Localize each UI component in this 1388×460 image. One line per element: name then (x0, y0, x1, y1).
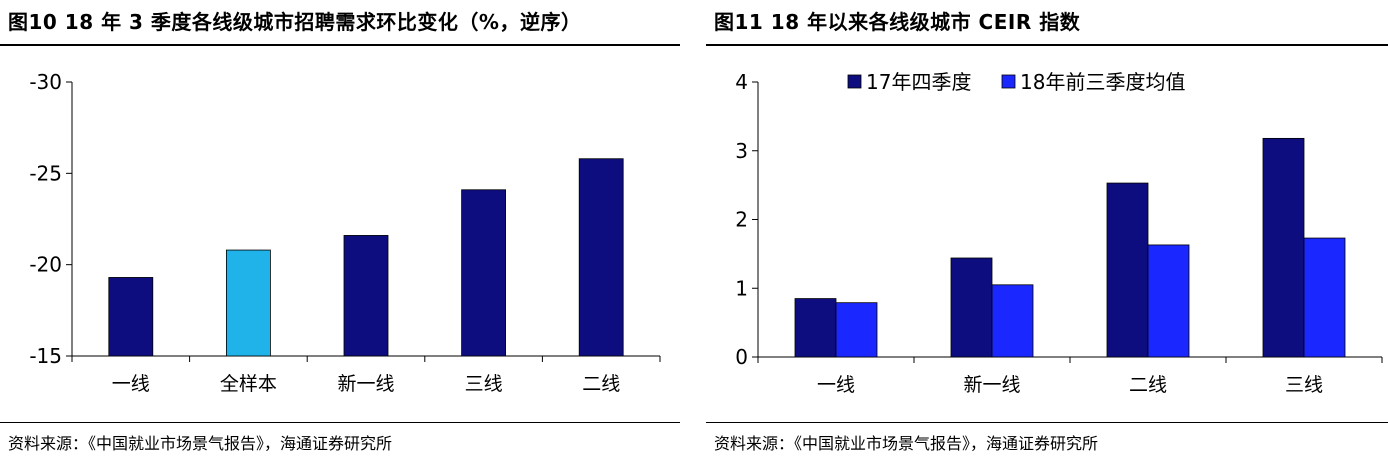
y-tick-label: 2 (735, 208, 748, 232)
legend-swatch (847, 74, 862, 89)
bar (108, 277, 154, 357)
bar (1106, 182, 1149, 358)
source-rule (706, 422, 1388, 423)
legend-label: 17年四季度 (866, 70, 971, 94)
source-note: 资料来源：《中国就业市场景气报告》，海通证券研究所 (8, 434, 393, 453)
y-tick-label: 3 (735, 139, 748, 163)
x-tick-label: 一线 (817, 374, 855, 396)
chart-title: 图11 18 年以来各线级城市 CEIR 指数 (714, 10, 1081, 34)
x-tick-label: 一线 (112, 373, 150, 395)
bar (461, 189, 507, 357)
chart-right-svg: 0 1 2 3 4 一线 新一线 二线 三线 17年四季度 18年前三季度均值 (735, 70, 1383, 396)
bar (835, 302, 878, 358)
y-tick-label: -30 (29, 70, 62, 94)
bar (794, 298, 837, 358)
y-tick-label: 4 (735, 70, 748, 94)
x-tick-label: 新一线 (337, 373, 394, 395)
bar (991, 284, 1034, 358)
y-tick-label: -15 (29, 344, 62, 368)
x-tick-label: 二线 (582, 373, 620, 395)
title-rule (0, 44, 680, 46)
bar (225, 249, 271, 357)
bar (1303, 237, 1346, 358)
title-rule (706, 44, 1388, 46)
y-tick-label: 0 (735, 345, 748, 369)
source-rule (0, 422, 680, 423)
bar (1262, 137, 1305, 358)
y-tick-label: -25 (29, 161, 62, 185)
legend-label: 18年前三季度均值 (1020, 70, 1185, 94)
bar (950, 257, 993, 358)
source-note: 资料来源：《中国就业市场景气报告》，海通证券研究所 (714, 434, 1099, 453)
legend-swatch (1001, 74, 1016, 89)
bar (578, 158, 624, 357)
y-tick-label: -20 (29, 253, 62, 277)
chart-title: 图10 18 年 3 季度各线级城市招聘需求环比变化（%，逆序） (8, 10, 582, 34)
bar (1147, 244, 1190, 358)
chart-left-svg: -30 -25 -20 -15 一线 全样本 新一线 三线 二线 (29, 70, 661, 395)
x-tick-label: 二线 (1129, 374, 1167, 396)
x-tick-label: 三线 (465, 373, 503, 395)
bar (343, 235, 389, 357)
panel-right: 图11 18 年以来各线级城市 CEIR 指数 0 1 2 3 4 一线 新一线 二线 三线 17… (706, 0, 1388, 460)
x-tick-label: 新一线 (963, 374, 1020, 396)
x-tick-label: 三线 (1285, 374, 1323, 396)
panel-left: 图10 18 年 3 季度各线级城市招聘需求环比变化（%，逆序） -30 -25-… (0, 0, 680, 460)
x-tick-label: 全样本 (220, 373, 277, 395)
y-tick-label: 1 (735, 276, 748, 300)
